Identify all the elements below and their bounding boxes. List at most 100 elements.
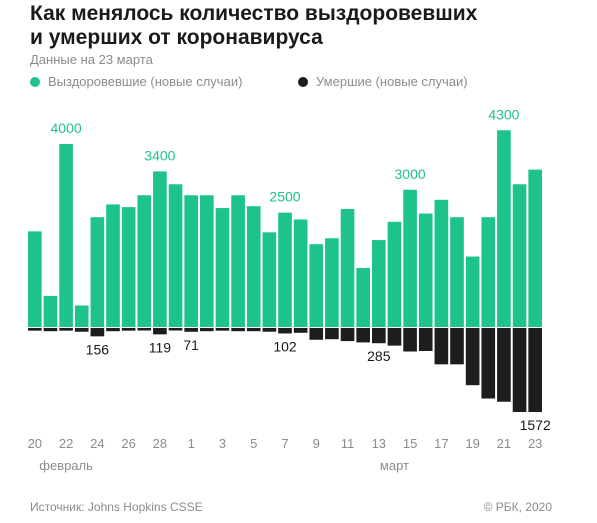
data-label-deaths: 71 — [183, 337, 199, 353]
x-tick-label: 15 — [403, 436, 417, 451]
bar-deaths — [246, 328, 261, 332]
legend-item-recovered: Выздоровевшие (новые случаи) — [30, 74, 242, 89]
chart-subtitle: Данные на 23 марта — [30, 52, 153, 67]
bar-recovered — [325, 238, 339, 327]
bar-deaths — [293, 328, 308, 333]
x-tick-label: 26 — [121, 436, 135, 451]
data-label-deaths: 285 — [367, 348, 391, 364]
bar-recovered — [356, 267, 370, 327]
bar-deaths — [528, 328, 542, 412]
chart-title-line-1: Как менялось количество выздоровевших — [30, 2, 478, 25]
x-tick-label: 1 — [188, 436, 195, 451]
bar-recovered — [59, 144, 73, 327]
bar-deaths — [153, 328, 167, 335]
bar-recovered — [168, 184, 183, 327]
chart-title-line-2: и умерших от коронавируса — [30, 26, 323, 49]
bar-deaths — [74, 328, 89, 332]
legend-swatch-deaths — [298, 76, 308, 87]
x-tick-label: 22 — [59, 436, 73, 451]
bar-deaths — [168, 328, 183, 331]
x-tick-label: 20 — [28, 436, 42, 451]
bar-deaths — [325, 328, 339, 340]
bar-deaths — [497, 328, 511, 402]
bar-recovered — [278, 212, 292, 328]
bar-recovered — [481, 217, 496, 327]
bar-recovered — [28, 231, 42, 327]
bar-recovered — [340, 208, 355, 327]
bar-recovered — [200, 195, 214, 327]
bar-deaths — [278, 328, 292, 334]
bar-deaths — [184, 328, 198, 332]
x-month-label: февраль — [39, 458, 93, 473]
bar-deaths — [418, 328, 433, 351]
legend-label-deaths: Умершие (новые случаи) — [316, 74, 468, 89]
bar-recovered — [137, 195, 152, 327]
bar-deaths — [90, 328, 105, 337]
bar-recovered — [512, 184, 527, 327]
bar-recovered — [465, 256, 480, 327]
bar-recovered — [106, 204, 120, 327]
bar-deaths — [231, 328, 245, 332]
x-tick-label: 19 — [465, 436, 479, 451]
x-tick-label: 9 — [313, 436, 320, 451]
data-label-deaths: 102 — [273, 338, 297, 354]
legend-label-recovered: Выздоровевшие (новые случаи) — [48, 74, 243, 89]
bar-deaths — [309, 328, 324, 340]
source-note: Источник: Johns Hopkins CSSE — [30, 500, 203, 514]
bar-recovered — [246, 206, 261, 327]
bar-deaths — [481, 328, 496, 399]
data-label-recovered: 3400 — [144, 147, 175, 163]
bar-recovered — [403, 189, 417, 327]
bar-recovered — [528, 169, 542, 327]
bar-deaths — [137, 328, 152, 331]
x-tick-label: 24 — [90, 436, 104, 451]
bar-recovered — [121, 207, 136, 327]
x-tick-label: 28 — [153, 436, 167, 451]
bar-deaths — [28, 328, 42, 331]
legend-swatch-recovered — [30, 76, 40, 87]
data-label-deaths: 1572 — [520, 417, 551, 433]
x-tick-label: 5 — [250, 436, 257, 451]
bar-deaths — [43, 328, 58, 332]
bar-recovered — [497, 130, 511, 327]
x-month-label: март — [380, 458, 409, 473]
bar-recovered — [262, 232, 277, 327]
bar-deaths — [512, 328, 527, 412]
bar-deaths — [262, 328, 277, 332]
copyright-note: © РБК, 2020 — [483, 500, 552, 514]
data-label-recovered: 2500 — [269, 189, 300, 205]
bar-recovered — [90, 217, 105, 327]
x-tick-label: 3 — [219, 436, 226, 451]
bar-deaths — [434, 328, 449, 365]
data-label-recovered: 4000 — [51, 120, 82, 136]
bar-recovered — [372, 240, 386, 327]
x-tick-label: 13 — [372, 436, 386, 451]
x-tick-label: 7 — [281, 436, 288, 451]
bar-deaths — [340, 328, 355, 342]
bar-deaths — [121, 328, 136, 331]
bar-recovered — [309, 244, 324, 327]
x-tick-label: 11 — [341, 436, 355, 451]
bar-recovered — [387, 221, 402, 327]
bar-recovered — [74, 305, 89, 327]
data-label-deaths: 119 — [149, 339, 172, 355]
data-label-recovered: 4300 — [488, 106, 519, 122]
legend-item-deaths: Умершие (новые случаи) — [298, 74, 468, 89]
data-label-deaths: 156 — [86, 341, 110, 357]
chart-title: Как менялось количество выздоровевших и … — [30, 2, 590, 50]
bar-deaths — [200, 328, 214, 332]
bar-deaths — [450, 328, 464, 365]
x-tick-label: 23 — [528, 436, 542, 451]
bar-deaths — [465, 328, 480, 386]
x-tick-label: 17 — [434, 436, 448, 451]
data-label-recovered: 3000 — [395, 166, 426, 182]
bar-recovered — [450, 217, 464, 327]
bar-recovered — [215, 208, 230, 327]
x-tick-label: 21 — [497, 436, 511, 451]
bar-deaths — [59, 328, 73, 331]
bar-deaths — [403, 328, 417, 352]
bar-recovered — [293, 219, 308, 327]
bar-deaths — [387, 328, 402, 346]
bar-recovered — [434, 199, 449, 327]
